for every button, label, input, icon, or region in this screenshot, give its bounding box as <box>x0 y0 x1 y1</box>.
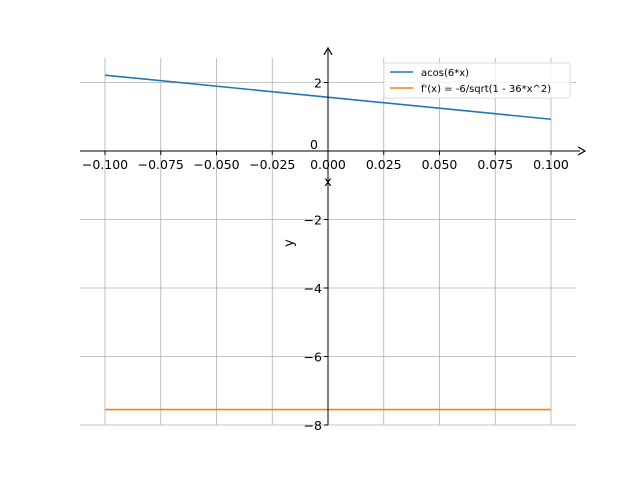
x-tick-label: −0.050 <box>193 157 239 172</box>
tick-labels: −0.100 −0.075 −0.050 −0.025 0.000 0.025 0.050 0… <box>82 76 569 434</box>
y-tick-label: −4 <box>304 281 322 296</box>
legend-label-1: f'(x) = -6/sqrt(1 - 36*x^2) <box>421 84 551 95</box>
y-tick-label: 2 <box>314 76 322 91</box>
legend: acos(6*x) f'(x) = -6/sqrt(1 - 36*x^2) <box>383 62 571 99</box>
x-axis-arrow-icon <box>577 146 587 156</box>
x-tick-label: 0.100 <box>533 157 569 172</box>
x-tick-label: −0.075 <box>138 157 184 172</box>
y-tick-label: −2 <box>304 213 322 228</box>
x-tick-label: 0.050 <box>422 157 458 172</box>
x-tick-label: 0.025 <box>366 157 402 172</box>
y-tick-label: −6 <box>304 350 322 365</box>
x-axis-label: x <box>324 175 332 190</box>
x-tick-label: 0.000 <box>310 157 346 172</box>
y-tick-label: 0 <box>310 137 318 152</box>
legend-label-0: acos(6*x) <box>421 68 469 79</box>
y-axis-label: y <box>282 239 297 247</box>
legend-frame <box>383 62 571 99</box>
x-tick-label: −0.025 <box>249 157 295 172</box>
y-axis-arrow-icon <box>323 46 333 56</box>
axes <box>80 46 587 426</box>
x-tick-label: 0.075 <box>477 157 513 172</box>
x-tick-label: −0.100 <box>82 157 128 172</box>
y-tick-label: −8 <box>304 418 322 433</box>
